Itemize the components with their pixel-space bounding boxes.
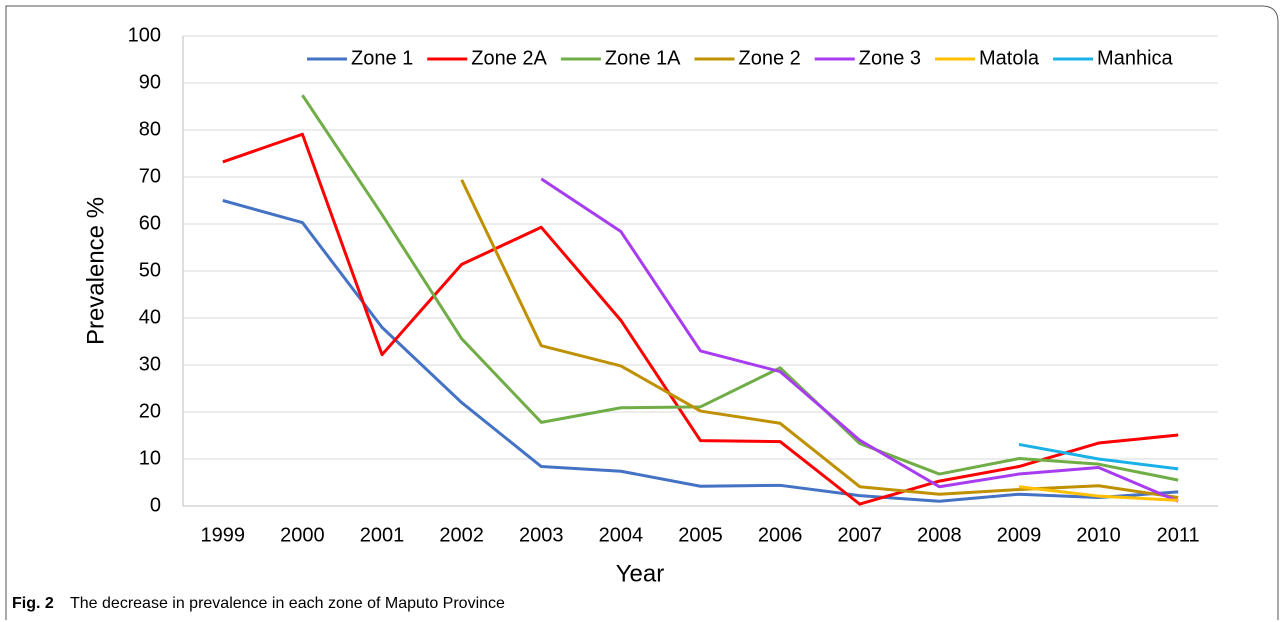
series-line [301,94,1179,482]
y-tick-label: 90 [139,71,161,93]
x-tick-label: 2008 [917,524,962,546]
x-tick-label: 2002 [439,524,484,546]
series-line [1018,485,1179,502]
y-tick-label: 10 [139,447,161,469]
series-line [222,132,1179,506]
y-tick-label: 20 [139,400,161,422]
x-tick-label: 2005 [678,524,723,546]
y-tick-label: 50 [139,259,161,281]
legend-label: Zone 2A [471,47,547,69]
caption: The decrease in prevalence in each zone … [70,595,505,612]
x-tick-label: 1999 [201,524,246,546]
legend-label: Zone 1 [351,47,413,69]
legend-label: Zone 1A [605,47,681,69]
x-tick-label: 2000 [280,524,325,546]
series-line [460,179,1179,500]
y-tick-label: 80 [139,118,161,140]
legend-label: Zone 2 [738,47,800,69]
y-tick-label: 100 [128,24,161,46]
x-tick-label: 2007 [837,524,882,546]
x-tick-label: 2011 [1157,524,1200,546]
x-axis-label: Year [616,560,665,587]
x-tick-label: 2001 [360,524,405,546]
y-axis-label: Prevalence % [82,197,109,345]
x-tick-label: 2003 [519,524,564,546]
series-line [540,177,1179,503]
y-tick-label: 30 [139,353,161,375]
y-tick-label: 0 [150,494,161,516]
series-line [222,199,1179,503]
x-tick-label: 2006 [758,524,803,546]
y-tick-label: 70 [139,165,161,187]
x-tick-label: 2004 [599,524,644,546]
series-line [1018,442,1179,471]
x-tick-label: 2009 [997,524,1042,546]
y-tick-label: 40 [139,306,161,328]
legend-label: Matola [979,47,1040,69]
frame [5,5,1279,620]
x-tick-label: 2010 [1076,524,1121,546]
y-tick-label: 60 [139,212,161,234]
legend-label: Zone 3 [859,47,921,69]
caption-label: Fig. 2 [12,595,54,612]
legend-label: Manhica [1097,47,1173,69]
